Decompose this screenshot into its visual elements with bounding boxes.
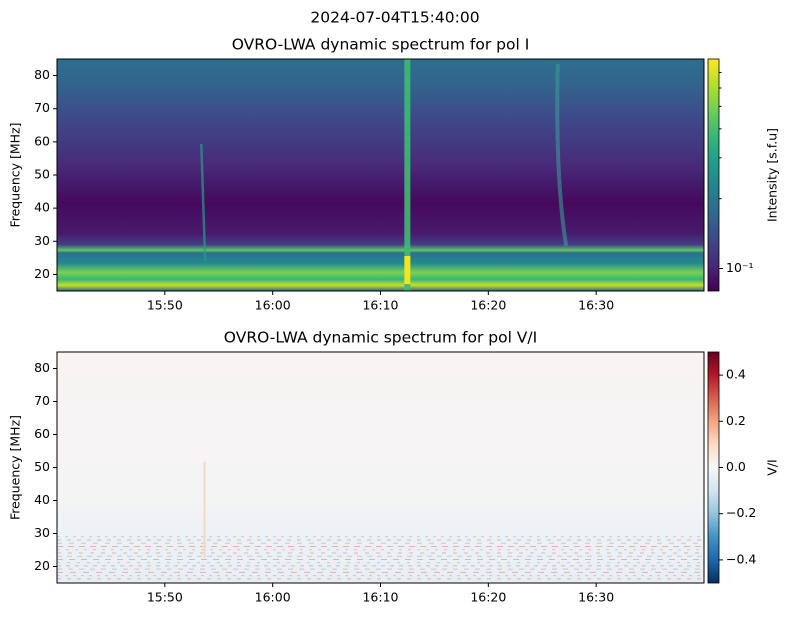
x-tick-label: 15:50 [147,590,183,605]
y-tick-label: 60 [34,426,50,441]
burst-streak [404,59,411,291]
y-tick-label: 30 [34,233,50,248]
colorbar-tick-label: 10⁻¹ [726,260,754,275]
x-tick-label: 16:00 [255,590,291,605]
x-tick-label: 15:50 [147,298,183,313]
burst-streak [404,256,411,284]
figure-title: 2024-07-04T15:40:00 [310,9,479,27]
x-tick-label: 16:20 [470,298,506,313]
x-tick-label: 16:00 [255,298,291,313]
x-tick-label: 16:20 [470,590,506,605]
y-tick-label: 20 [34,558,50,573]
x-tick-label: 16:30 [578,298,614,313]
y-tick-label: 30 [34,525,50,540]
colorbar [707,351,720,584]
x-tick-label: 16:30 [578,590,614,605]
y-tick-label: 70 [34,393,50,408]
colorbar-tick-label: 0.0 [726,459,746,474]
spectrum-image [57,352,704,583]
y-tick-label: 80 [34,360,50,375]
burst-streak [555,63,569,247]
x-tick-label: 16:10 [362,298,398,313]
panel-title: OVRO-LWA dynamic spectrum for pol V/I [224,329,537,347]
y-tick-label: 80 [34,67,50,82]
y-tick-label: 40 [34,492,50,507]
y-tick-label: 40 [34,200,50,215]
colorbar-tick-label: −0.2 [726,505,756,520]
y-axis-label: Frequency [MHz] [8,415,23,520]
panel-title: OVRO-LWA dynamic spectrum for pol I [232,36,530,54]
spectrum-image [57,59,704,291]
colorbar-tick-label: 0.2 [726,413,746,428]
x-tick-label: 16:10 [362,590,398,605]
colorbar-tick-label: −0.4 [726,551,756,566]
y-tick-label: 20 [34,266,50,281]
colorbar-label: V/I [765,459,780,475]
y-tick-label: 50 [34,167,50,182]
y-tick-label: 60 [34,133,50,148]
burst-streak [200,143,207,262]
colorbar [707,58,720,292]
colorbar-label: Intensity [s.f.u] [765,128,780,222]
y-axis-label: Frequency [MHz] [8,122,23,227]
y-tick-label: 50 [34,459,50,474]
y-tick-label: 70 [34,100,50,115]
colorbar-tick-label: 0.4 [726,367,746,382]
